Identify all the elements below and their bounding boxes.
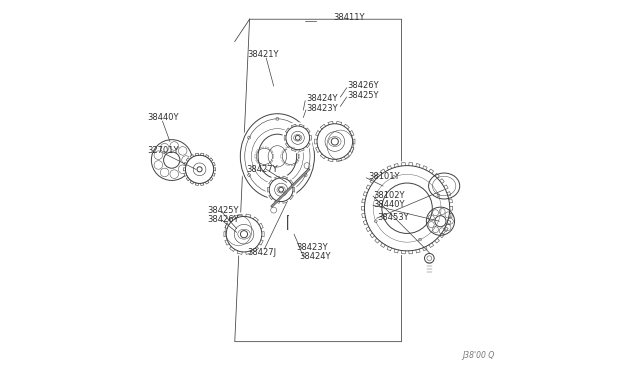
- Circle shape: [183, 153, 216, 186]
- Circle shape: [266, 174, 297, 205]
- Circle shape: [282, 122, 314, 153]
- Circle shape: [313, 119, 357, 164]
- Circle shape: [222, 212, 266, 256]
- Ellipse shape: [239, 112, 316, 201]
- Text: 38102Y: 38102Y: [374, 191, 405, 200]
- Text: 38425Y: 38425Y: [348, 91, 380, 100]
- Circle shape: [149, 138, 194, 183]
- Text: 38424Y: 38424Y: [300, 252, 331, 261]
- Text: 38426Y: 38426Y: [348, 81, 380, 90]
- Text: 38411Y: 38411Y: [333, 13, 364, 22]
- Text: 38423Y: 38423Y: [296, 243, 328, 251]
- Text: J38'00 Q: J38'00 Q: [462, 351, 494, 360]
- Text: 38453Y: 38453Y: [378, 213, 409, 222]
- Circle shape: [360, 161, 454, 256]
- Text: 38424Y: 38424Y: [306, 94, 337, 103]
- Text: 38427Y: 38427Y: [246, 165, 278, 174]
- Text: 38425Y: 38425Y: [207, 206, 239, 215]
- Text: 38440Y: 38440Y: [374, 200, 405, 209]
- Text: 38423Y: 38423Y: [306, 104, 337, 113]
- Text: 38440Y: 38440Y: [148, 113, 179, 122]
- Circle shape: [425, 206, 456, 237]
- Text: 38426Y: 38426Y: [207, 215, 239, 224]
- Text: 38101Y: 38101Y: [368, 172, 399, 181]
- Text: 38421Y: 38421Y: [248, 50, 279, 59]
- Text: 38427J: 38427J: [248, 248, 277, 257]
- Text: 32701Y: 32701Y: [148, 146, 179, 155]
